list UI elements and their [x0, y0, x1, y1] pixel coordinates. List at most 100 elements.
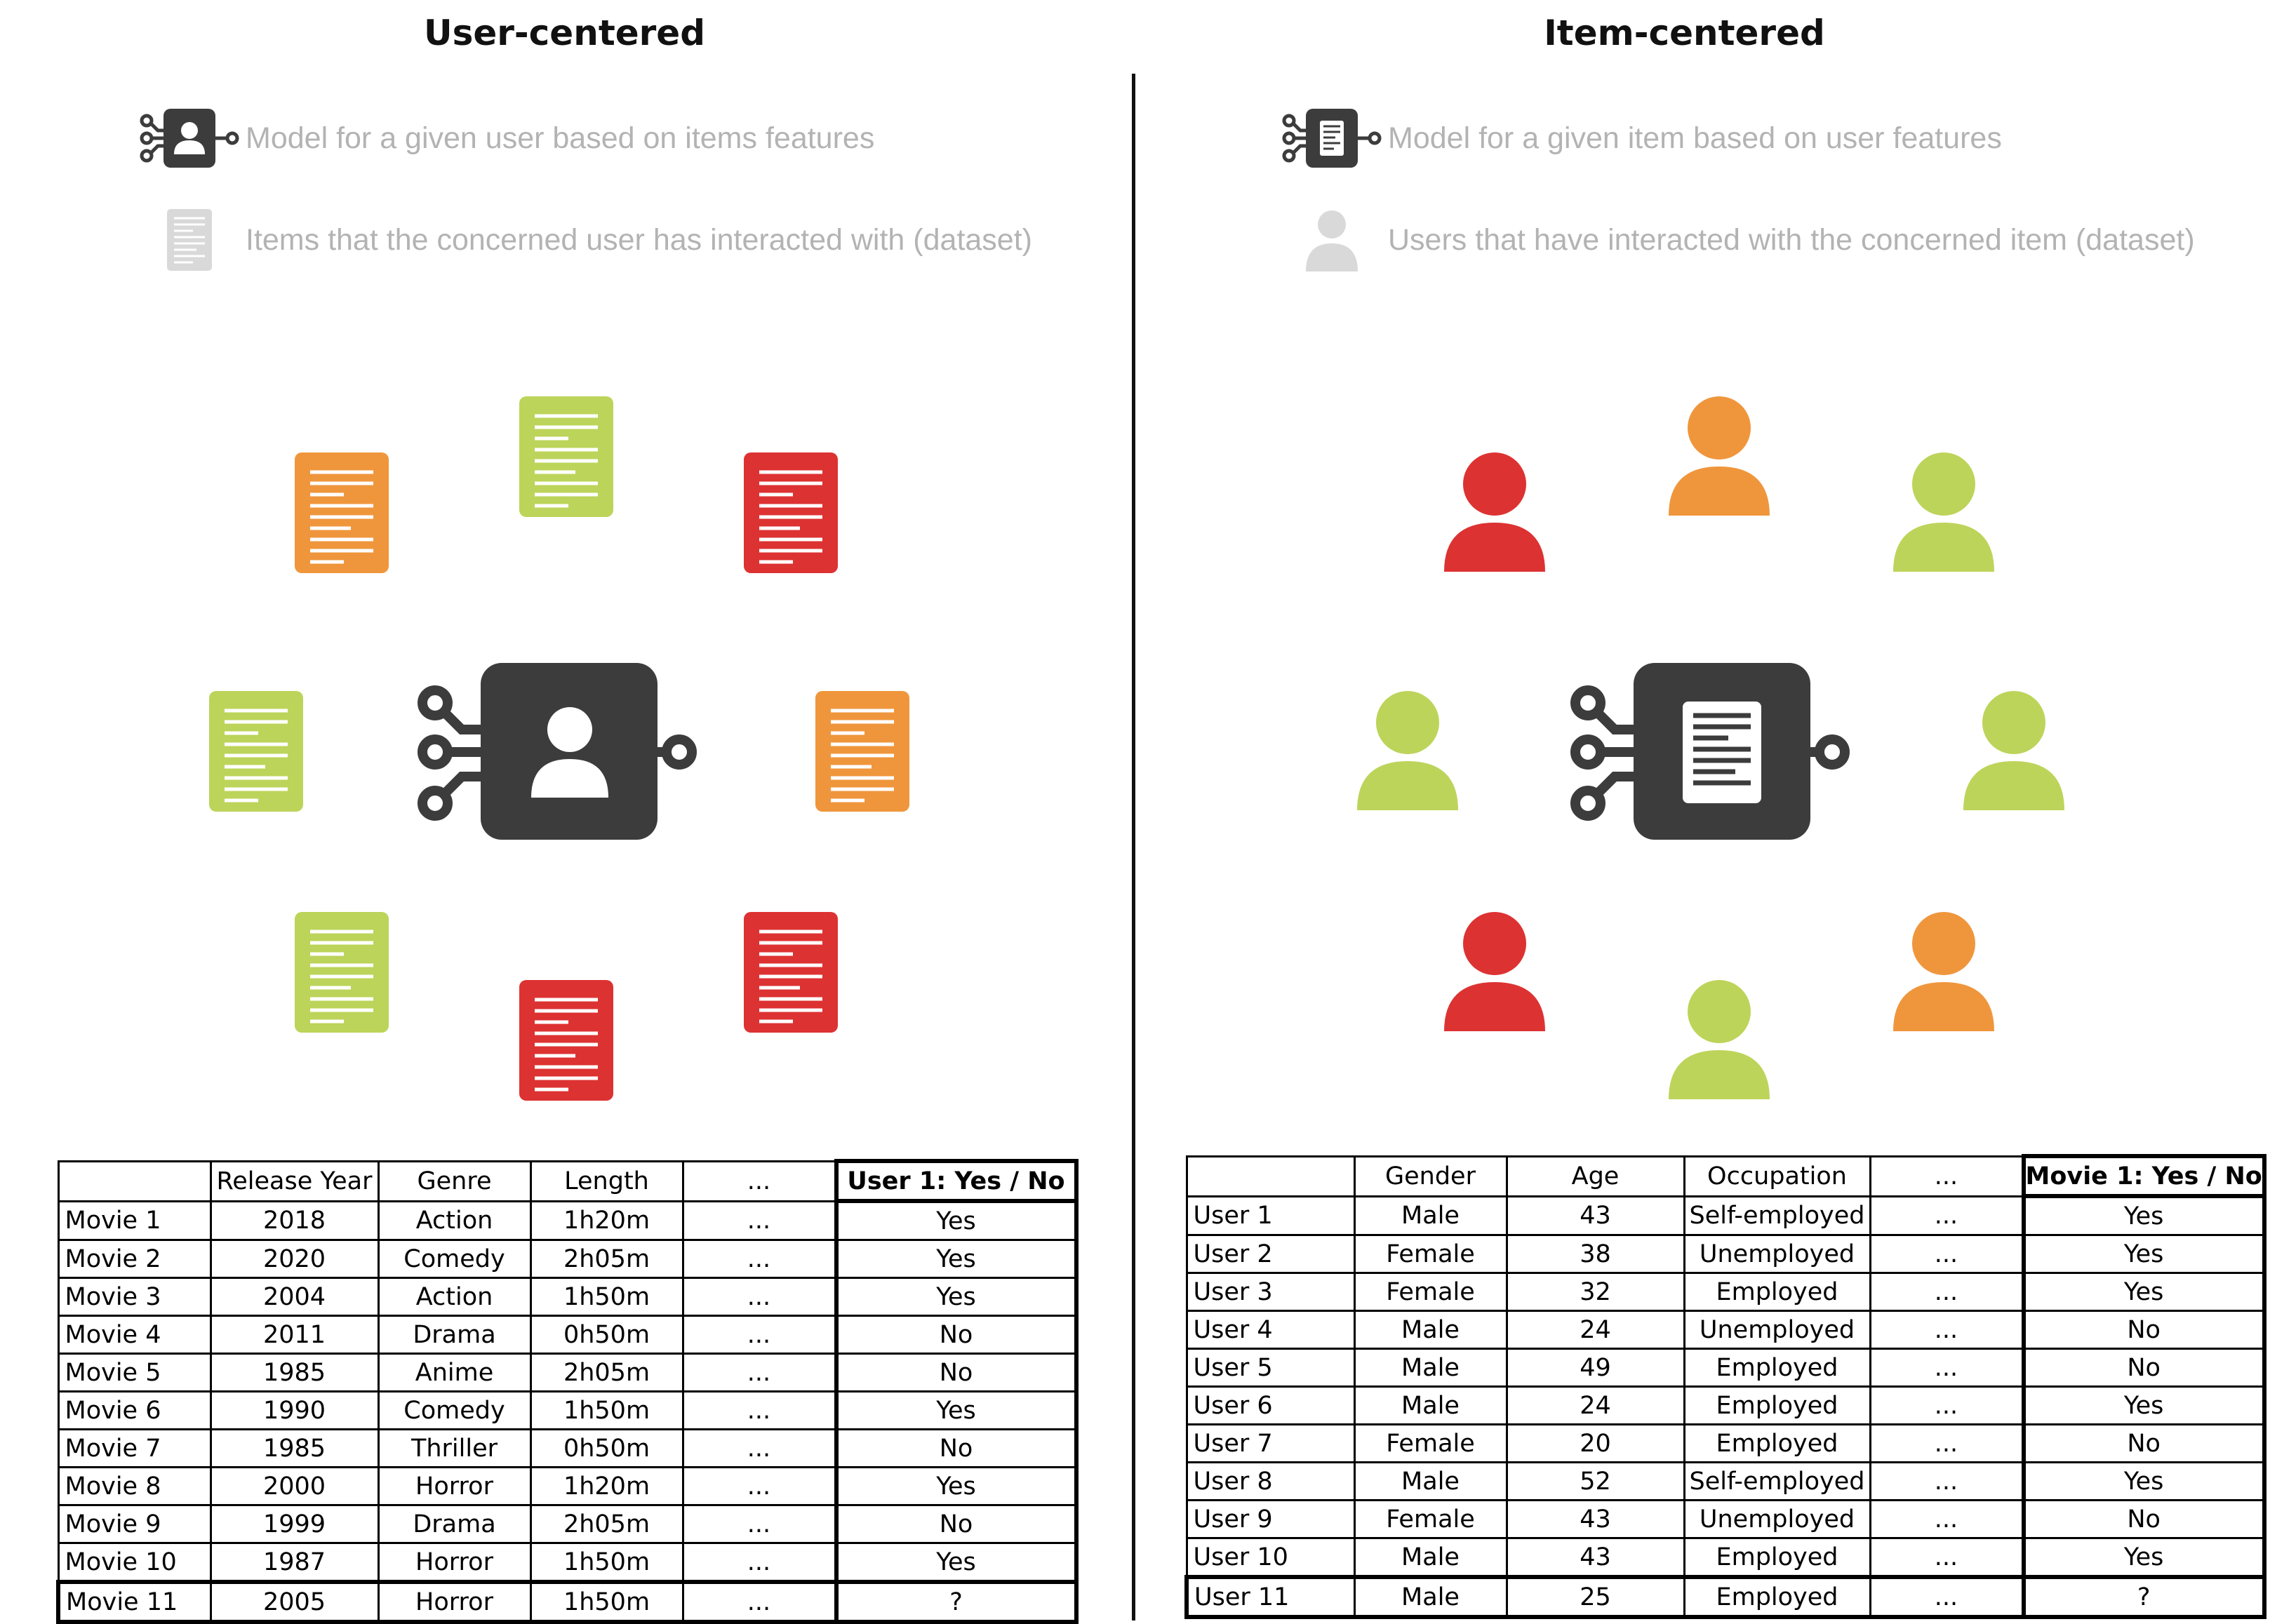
- person-icon: [1669, 396, 1770, 516]
- table-cell: ...: [681, 1580, 837, 1624]
- table-cell: Horror: [377, 1466, 532, 1506]
- table-cell: ...: [681, 1239, 837, 1279]
- table-cell: 0h50m: [529, 1428, 684, 1468]
- item-centered-diagram: [1357, 396, 2064, 1099]
- table-cell: ...: [681, 1353, 837, 1393]
- table-cell: 2000: [209, 1466, 380, 1506]
- table-row: Movie 7 1985 Thriller 0h50m... No: [57, 1428, 1079, 1468]
- row-label-cell: Movie 1: [57, 1200, 212, 1241]
- table-cell: ...: [681, 1504, 837, 1544]
- table-cell: 49: [1505, 1348, 1685, 1388]
- table-header-row: Gender Age Occupation ... Movie 1: Yes /…: [1185, 1154, 2266, 1197]
- table-cell: ...: [1869, 1385, 2024, 1425]
- person-icon: [1444, 912, 1545, 1031]
- row-label-cell: Movie 7: [57, 1428, 212, 1468]
- document-icon: [519, 396, 613, 517]
- table-cell: 1h50m: [529, 1580, 684, 1624]
- table-cell: Male: [1353, 1348, 1508, 1388]
- target-cell: No: [834, 1353, 1079, 1393]
- table-cell: Female: [1353, 1272, 1508, 1312]
- table-cell: 52: [1505, 1461, 1685, 1501]
- table-cell: Female: [1353, 1423, 1508, 1463]
- table-row: User 10 Male 43 Employed... Yes: [1185, 1537, 2266, 1578]
- target-cell: Yes: [834, 1466, 1079, 1506]
- target-cell: Yes: [834, 1199, 1079, 1241]
- table-header-cell: Genre: [377, 1160, 532, 1202]
- table-header-cell: [1185, 1155, 1356, 1197]
- target-cell: No: [834, 1428, 1079, 1468]
- table-cell: Employed: [1683, 1385, 1871, 1425]
- table-cell: 1985: [209, 1428, 380, 1468]
- table-cell: Self-employed: [1683, 1461, 1871, 1501]
- table-cell: Employed: [1683, 1423, 1871, 1463]
- table-cell: ...: [1869, 1195, 2024, 1236]
- target-cell: No: [2021, 1348, 2266, 1388]
- row-label-cell: Movie 3: [57, 1277, 212, 1317]
- table-cell: 38: [1505, 1234, 1685, 1274]
- table-cell: Comedy: [377, 1239, 532, 1279]
- row-label-cell: User 3: [1185, 1272, 1356, 1312]
- target-cell: Yes: [2021, 1461, 2266, 1501]
- row-label-cell: Movie 4: [57, 1315, 212, 1355]
- item-centered-panel: Item-centered Model for a given item: [1135, 0, 2270, 1620]
- target-cell: No: [2021, 1499, 2266, 1539]
- document-icon: [209, 691, 303, 812]
- table-cell: Drama: [377, 1315, 532, 1355]
- item-centered-table: Gender Age Occupation ... Movie 1: Yes /…: [1184, 1154, 2266, 1619]
- row-label-cell: Movie 10: [57, 1542, 212, 1583]
- table-row: Movie 9 1999 Drama 2h05m... No: [57, 1504, 1079, 1544]
- legend-model-text: Model for a given user based on items fe…: [246, 121, 875, 155]
- table-header-cell: [57, 1160, 212, 1202]
- table-cell: Employed: [1683, 1537, 1871, 1578]
- document-icon: [133, 207, 246, 274]
- person-icon: [1893, 912, 1994, 1031]
- target-cell: Yes: [834, 1542, 1079, 1583]
- row-label-cell: Movie 11: [56, 1580, 212, 1624]
- table-cell: 1985: [209, 1353, 380, 1393]
- legend-dataset-text: Users that have interacted with the conc…: [1388, 223, 2195, 257]
- table-cell: Employed: [1683, 1348, 1871, 1388]
- table-cell: Drama: [377, 1504, 532, 1544]
- table-header-row: Release Year Genre Length ... User 1: Ye…: [57, 1159, 1079, 1202]
- table-cell: ...: [1869, 1499, 2024, 1539]
- target-cell: Yes: [834, 1390, 1079, 1430]
- document-icon: [295, 452, 389, 573]
- table-cell: 2h05m: [529, 1353, 684, 1393]
- table-cell: Unemployed: [1683, 1234, 1871, 1274]
- table-row: Movie 11 2005 Horror 1h50m...?: [56, 1580, 1079, 1624]
- table-cell: 1h20m: [529, 1200, 684, 1241]
- target-cell: ?: [834, 1580, 1079, 1624]
- table-row: User 3 Female 32 Employed... Yes: [1185, 1272, 2266, 1312]
- table-cell: 2h05m: [529, 1504, 684, 1544]
- row-label-cell: User 8: [1185, 1461, 1356, 1501]
- table-cell: 2004: [209, 1277, 380, 1317]
- table-header-cell: Gender: [1353, 1155, 1508, 1197]
- table-row: User 7 Female 20 Employed... No: [1185, 1423, 2266, 1463]
- table-header-cell: Length: [529, 1160, 684, 1202]
- table-row: User 8 Male 52 Self-employed... Yes: [1185, 1461, 2266, 1501]
- table-cell: Unemployed: [1683, 1499, 1871, 1539]
- table-cell: ...: [681, 1390, 837, 1430]
- table-cell: Male: [1353, 1537, 1508, 1578]
- row-label-cell: User 4: [1185, 1310, 1356, 1350]
- table-cell: ...: [1869, 1461, 2024, 1501]
- target-cell: Yes: [2021, 1385, 2266, 1425]
- row-label-cell: User 5: [1185, 1348, 1356, 1388]
- target-cell: Yes: [834, 1277, 1079, 1317]
- person-icon: [1444, 452, 1545, 572]
- table-cell: Male: [1353, 1461, 1508, 1501]
- legend-model-row: Model for a given user based on items fe…: [133, 105, 874, 172]
- table-row: Movie 10 1987 Horror 1h50m... Yes: [57, 1542, 1079, 1583]
- table-cell: Male: [1353, 1385, 1508, 1425]
- table-cell: Employed: [1683, 1272, 1871, 1312]
- row-label-cell: Movie 5: [57, 1353, 212, 1393]
- target-header-cell: Movie 1: Yes / No: [2021, 1154, 2266, 1197]
- table-cell: Action: [377, 1200, 532, 1241]
- table-cell: Thriller: [377, 1428, 532, 1468]
- legend-model-row: Model for a given item based on user fea…: [1276, 105, 2002, 172]
- person-icon: [1963, 691, 2064, 810]
- legend-dataset-row: Items that the concerned user has intera…: [133, 207, 1032, 274]
- row-label-cell: User 11: [1184, 1575, 1356, 1619]
- target-cell: Yes: [2021, 1234, 2266, 1274]
- table-row: User 11 Male 25 Employed...?: [1184, 1575, 2266, 1619]
